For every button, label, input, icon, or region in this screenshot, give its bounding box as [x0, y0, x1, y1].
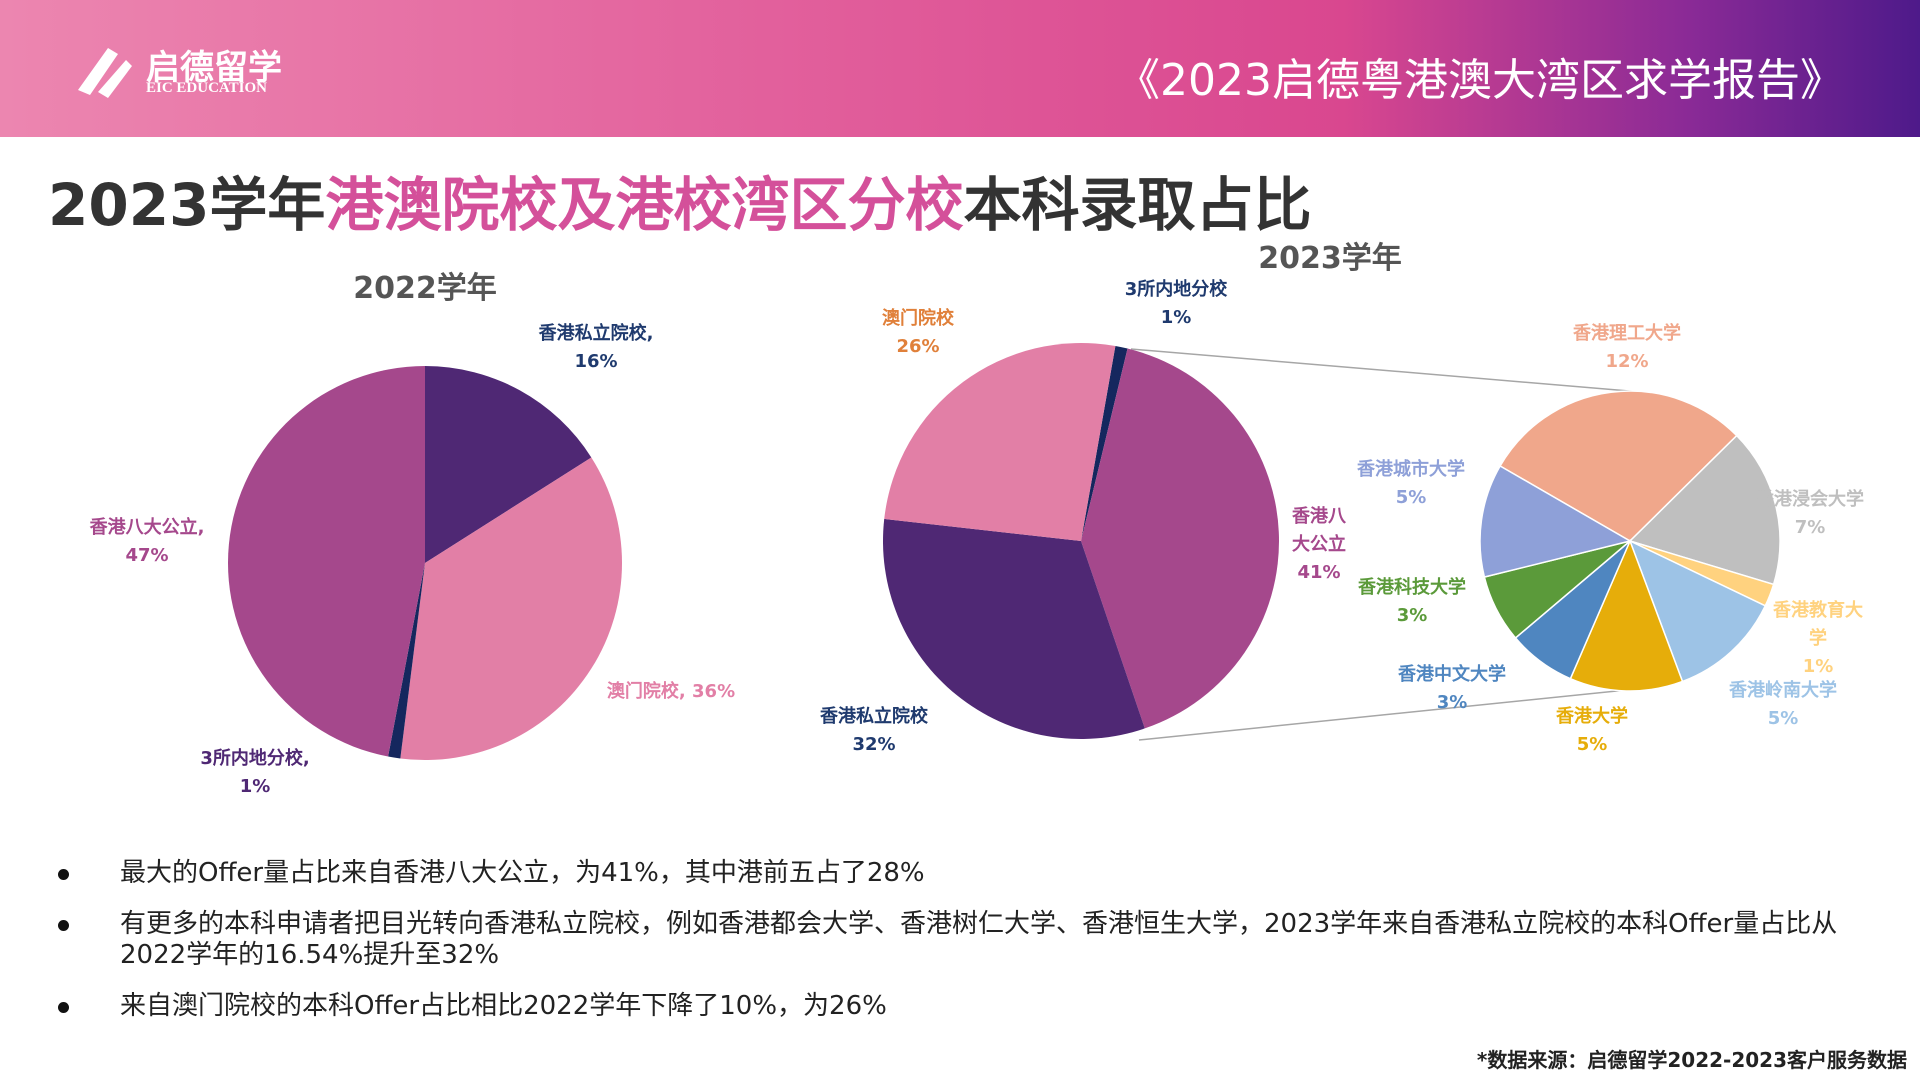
pie-slice: [425, 365, 592, 563]
slide-title: 2023学年港澳院校及港校湾区分校本科录取占比: [48, 158, 1311, 242]
value-label: 12%: [1605, 351, 1649, 372]
value-label: 3%: [1396, 605, 1428, 626]
bullet: 最大的Offer量占比来自香港八大公立，为41%，其中港前五占了28%: [58, 858, 1888, 889]
data-label: 澳门院校 26%: [882, 305, 954, 361]
category-label: 香港八大公立,: [89, 517, 205, 539]
chart-title: 2023学年: [1258, 241, 1402, 276]
pie-slice: [883, 518, 1145, 739]
data-label: 香港私立院校, 16%: [539, 320, 654, 376]
category-label: 香港理工大学: [1573, 323, 1681, 345]
pie-slice: [1628, 539, 1767, 683]
category-label: 香港岭南大学: [1729, 680, 1837, 702]
source-note: *数据来源：启德留学2022-2023客户服务数据: [1476, 1048, 1907, 1072]
value-label: 16%: [574, 351, 618, 372]
category-label: 香港教育大学: [1773, 600, 1863, 650]
data-label: 香港理工大学 12%: [1573, 320, 1681, 376]
bullets: 最大的Offer量占比来自香港八大公立，为41%，其中港前五占了28% 有更多的…: [58, 858, 1888, 1042]
data-label: 香港中文大学 3%: [1398, 661, 1506, 717]
value-label: 7%: [1794, 517, 1826, 538]
logo-icon: [78, 48, 132, 98]
value-label: 41%: [1297, 561, 1341, 583]
data-label: 澳门院校, 36%: [607, 678, 735, 706]
category-label: 香港浸会大学: [1756, 489, 1864, 511]
title-highlight: 港澳院校及港校湾区分校: [325, 171, 964, 239]
title-prefix: 2023学年: [48, 171, 326, 239]
bullet: 来自澳门院校的本科Offer占比相比2022学年下降了10%，为26%: [58, 991, 1888, 1022]
pie-slice: [884, 342, 1116, 541]
value-label: 47%: [125, 545, 169, 566]
category-label: 香港八大公立: [1292, 506, 1346, 556]
category-label: 香港大学: [1556, 706, 1628, 728]
logo-cn: 启德留学: [146, 48, 282, 88]
value-label: 1%: [1802, 655, 1834, 677]
data-label: 3所内地分校, 1%: [200, 745, 309, 801]
data-label: 香港八大公立 41%: [1284, 503, 1354, 587]
value-label: 5%: [1395, 487, 1427, 508]
pie-slice: [388, 563, 425, 759]
data-label: 香港岭南大学 5%: [1729, 677, 1837, 733]
header-band: 启德留学 EIC EDUCATION 《2023启德粤港澳大湾区求学报告》: [0, 0, 1920, 137]
value-label: 36%: [692, 681, 736, 703]
category-label: 香港中文大学: [1398, 664, 1506, 686]
connector: [1130, 348, 1642, 393]
connector: [1138, 685, 1666, 741]
data-label: 3所内地分校 1%: [1125, 276, 1228, 332]
category-label: 3所内地分校,: [200, 748, 310, 770]
category-label: 香港科技大学: [1358, 577, 1466, 599]
value-label: 26%: [896, 336, 940, 357]
report-title: 《2023启德粤港澳大湾区求学报告》: [1116, 55, 1844, 106]
value-label: 32%: [852, 734, 896, 755]
value-label: 1%: [239, 776, 271, 797]
data-label: 香港八大公立, 47%: [90, 514, 205, 570]
value-label: 1%: [1160, 307, 1192, 328]
pie-slice: [1499, 390, 1738, 542]
category-label: 3所内地分校: [1124, 279, 1228, 301]
pie-slice: [1081, 346, 1128, 541]
pie-slice: [1081, 348, 1279, 729]
chart-title: 2022学年: [353, 271, 497, 306]
data-label: 香港城市大学 5%: [1357, 456, 1465, 512]
title-suffix: 本科录取占比: [963, 171, 1312, 239]
pie-slice: [400, 457, 622, 761]
data-label: 香港浸会大学 7%: [1756, 486, 1864, 542]
data-label: 香港私立院校 32%: [820, 703, 928, 759]
logo-en: EIC EDUCATION: [146, 80, 267, 96]
category-label: 香港私立院校: [820, 706, 928, 728]
data-label: 香港科技大学 3%: [1358, 574, 1466, 630]
pie-slice: [228, 365, 425, 757]
category-label: 香港私立院校,: [538, 323, 654, 345]
bullet: 有更多的本科申请者把目光转向香港私立院校，例如香港都会大学、香港树仁大学、香港恒…: [58, 909, 1888, 971]
category-label: 香港城市大学: [1357, 459, 1465, 481]
pie-slice: [1479, 464, 1632, 578]
value-label: 5%: [1767, 708, 1799, 729]
category-label: 澳门院校: [882, 308, 954, 330]
data-label: 香港大学 5%: [1556, 703, 1628, 759]
value-label: 5%: [1576, 734, 1608, 755]
pie-slice: [1628, 434, 1781, 586]
value-label: 3%: [1436, 692, 1468, 713]
category-label: 澳门院校,: [606, 681, 686, 703]
pie-slice: [1569, 538, 1684, 692]
data-label: 香港教育大学 1%: [1767, 597, 1869, 681]
